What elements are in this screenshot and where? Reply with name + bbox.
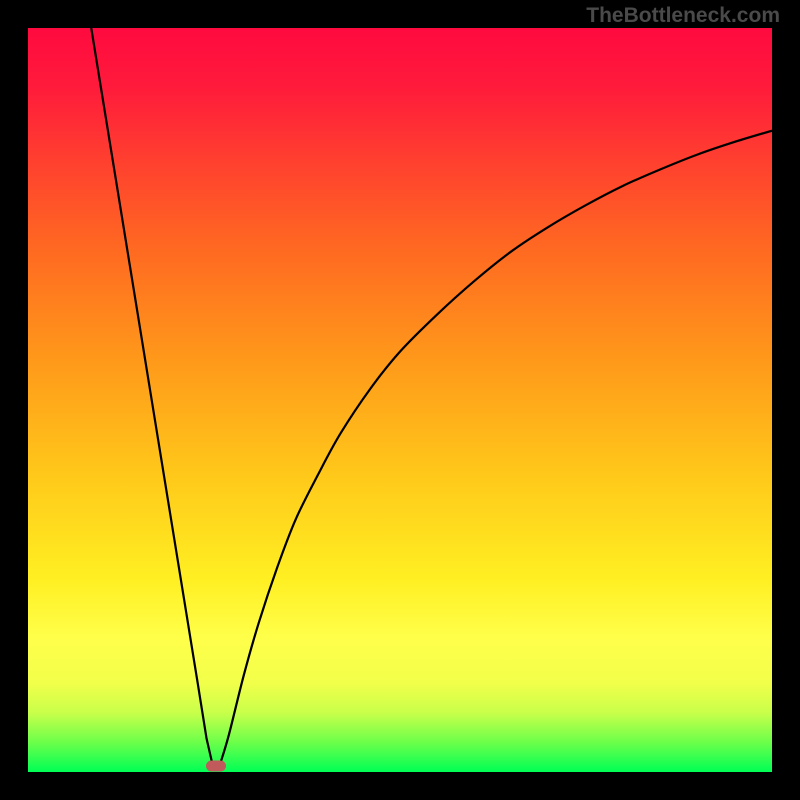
vertex-marker bbox=[206, 761, 226, 772]
watermark-text: TheBottleneck.com bbox=[586, 4, 780, 28]
right-curve-path bbox=[220, 131, 772, 765]
left-line-path bbox=[91, 28, 212, 765]
plot-curves bbox=[28, 28, 772, 772]
plot-area bbox=[28, 28, 772, 772]
